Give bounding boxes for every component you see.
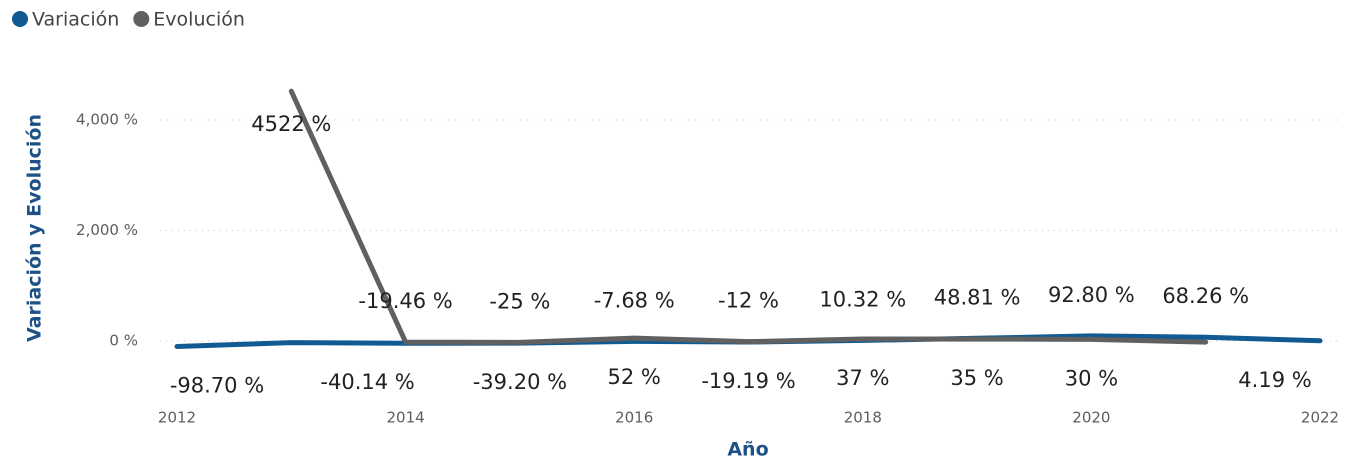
data-label: -19.19 % bbox=[701, 369, 795, 393]
data-label: -19.46 % bbox=[358, 289, 452, 313]
y-tick-label: 2,000 % bbox=[76, 221, 138, 239]
data-label: 4.19 % bbox=[1238, 368, 1311, 392]
data-label: -25 % bbox=[489, 289, 550, 313]
data-label: 92.80 % bbox=[1048, 283, 1135, 307]
data-label: -40.14 % bbox=[320, 370, 414, 394]
legend-swatch bbox=[133, 11, 150, 27]
x-tick-label: 2022 bbox=[1301, 409, 1339, 427]
data-label: 4522 % bbox=[251, 112, 331, 136]
x-tick-label: 2016 bbox=[615, 409, 653, 427]
x-tick-label: 2020 bbox=[1072, 409, 1110, 427]
legend-label: Evolución bbox=[153, 9, 245, 31]
series-line bbox=[288, 88, 1209, 345]
legend-swatch bbox=[12, 11, 28, 27]
y-axis-title: Variación y Evolución bbox=[24, 114, 46, 342]
legend-label: Variación bbox=[32, 9, 119, 31]
data-label: 10.32 % bbox=[819, 287, 906, 311]
y-tick-label: 0 % bbox=[109, 332, 138, 350]
x-axis-title: Año bbox=[727, 439, 768, 461]
data-label: 48.81 % bbox=[934, 285, 1021, 309]
data-label: 37 % bbox=[836, 366, 889, 390]
data-label: -7.68 % bbox=[594, 288, 675, 312]
data-label: 68.26 % bbox=[1162, 284, 1249, 308]
x-tick-label: 2014 bbox=[387, 409, 425, 427]
data-label: -12 % bbox=[718, 289, 779, 313]
x-tick-label: 2018 bbox=[844, 409, 882, 427]
data-label: -98.70 % bbox=[170, 373, 264, 397]
data-label: 30 % bbox=[1065, 366, 1118, 390]
data-label: 35 % bbox=[950, 366, 1003, 390]
x-tick-label: 2012 bbox=[158, 409, 196, 427]
data-label: -39.20 % bbox=[473, 370, 567, 394]
y-tick-label: 4,000 % bbox=[76, 111, 138, 129]
data-label: 52 % bbox=[608, 365, 661, 389]
